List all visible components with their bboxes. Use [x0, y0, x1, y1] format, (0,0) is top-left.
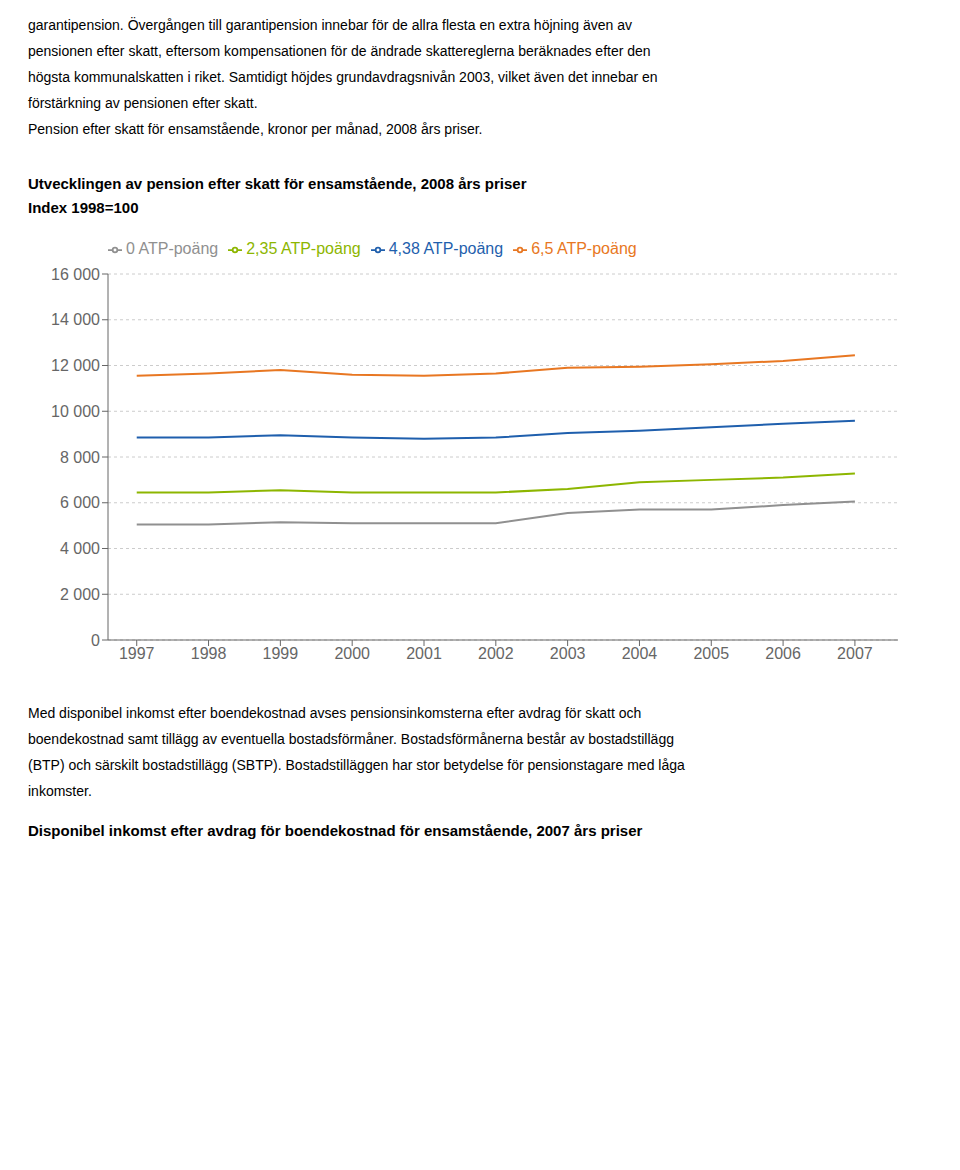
html-text:pensionen efter skatt, efterso: pensionen efter skatt, eftersom kompensa…: [28, 43, 651, 59]
svg-text:2006: 2006: [765, 645, 801, 662]
svg-text:12 000: 12 000: [51, 357, 100, 374]
svg-text:8 000: 8 000: [60, 449, 100, 466]
html-text:Utvecklingen av pension efter: Utvecklingen av pension efter skatt för …: [28, 175, 527, 192]
html-text:Disponibel inkomst efter avdra: Disponibel inkomst efter avdrag för boen…: [28, 822, 643, 839]
svg-text:2004: 2004: [622, 645, 658, 662]
html-text:Index 1998=100: Index 1998=100: [28, 199, 139, 216]
html-text:högsta kommunalskatten i riket: högsta kommunalskatten i riket. Samtidig…: [28, 69, 658, 85]
html-text:Med disponibel inkomst efter b: Med disponibel inkomst efter boendekostn…: [28, 705, 642, 721]
html-text:(BTP) och särskilt bostadstill: (BTP) och särskilt bostadstillägg (SBTP)…: [28, 757, 685, 773]
html-text:garantipension. Övergången til: garantipension. Övergången till garantip…: [28, 17, 632, 33]
svg-text:14 000: 14 000: [51, 311, 100, 328]
html-text:2,35 ATP-poäng: 2,35 ATP-poäng: [246, 240, 361, 257]
html-text:6,5 ATP-poäng: 6,5 ATP-poäng: [531, 240, 637, 257]
svg-text:2003: 2003: [550, 645, 586, 662]
svg-text:1999: 1999: [263, 645, 299, 662]
svg-text:6 000: 6 000: [60, 494, 100, 511]
html-text:förstärkning av pensionen efte: förstärkning av pensionen efter skatt.: [28, 95, 258, 111]
svg-text:2001: 2001: [406, 645, 442, 662]
svg-text:1998: 1998: [191, 645, 227, 662]
svg-text:4 000: 4 000: [60, 540, 100, 557]
svg-text:0: 0: [91, 632, 100, 649]
svg-text:2007: 2007: [837, 645, 873, 662]
svg-text:1997: 1997: [119, 645, 155, 662]
svg-text:10 000: 10 000: [51, 403, 100, 420]
svg-text:2 000: 2 000: [60, 586, 100, 603]
svg-text:2005: 2005: [693, 645, 729, 662]
svg-text:16 000: 16 000: [51, 266, 100, 283]
svg-text:2000: 2000: [334, 645, 370, 662]
html-text:4,38 ATP-poäng: 4,38 ATP-poäng: [388, 240, 504, 257]
html-text:inkomster.: inkomster.: [28, 783, 92, 799]
svg-text:2002: 2002: [478, 645, 514, 662]
html-text:Pension efter skatt för ensams: Pension efter skatt för ensamstående, kr…: [28, 121, 483, 137]
html-text:boendekostnad samt tillägg av: boendekostnad samt tillägg av eventuella…: [28, 731, 674, 747]
html-text:0 ATP-poäng: 0 ATP-poäng: [126, 240, 219, 257]
